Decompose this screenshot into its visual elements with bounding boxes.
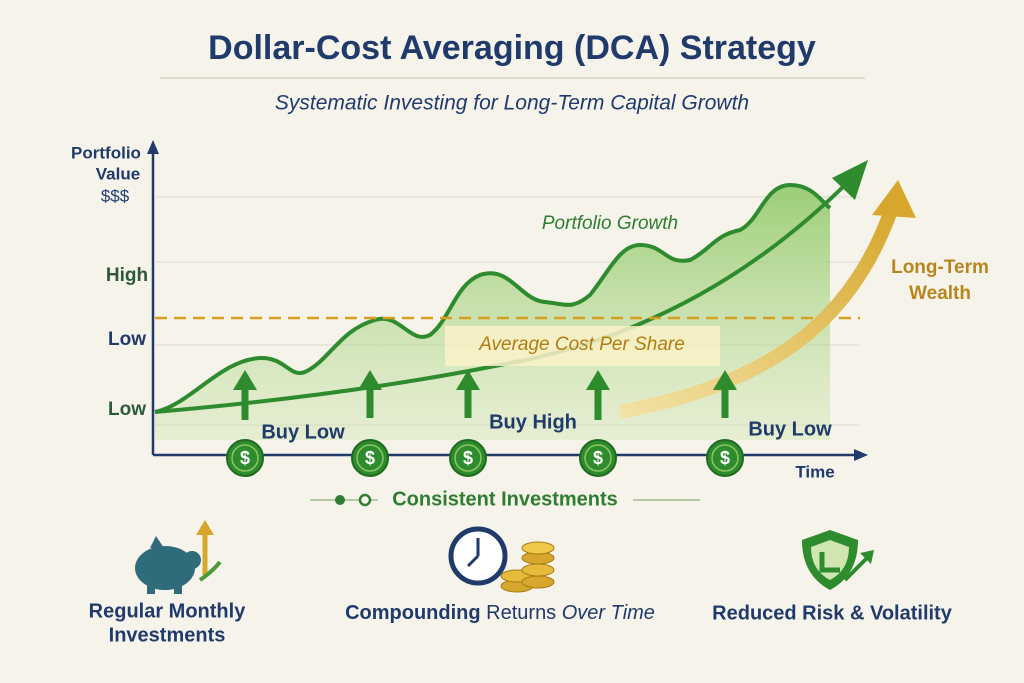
y-axis-label: Portfolio bbox=[71, 143, 141, 162]
benefit-label: Regular Monthly bbox=[89, 600, 247, 622]
wealth-arrowhead bbox=[872, 180, 916, 218]
wealth-label: Wealth bbox=[909, 283, 971, 304]
piggy-body bbox=[135, 546, 195, 590]
annotation: Buy Low bbox=[261, 421, 345, 443]
cost-label-box bbox=[445, 326, 720, 366]
coin-symbol: $ bbox=[463, 448, 473, 468]
piggy-leaf bbox=[198, 560, 222, 582]
wealth-arrow bbox=[618, 202, 900, 419]
benefit-label: Reduced Risk & Volatility bbox=[712, 602, 953, 624]
benefit-label-part: Compounding bbox=[345, 602, 481, 624]
shield-arrow bbox=[843, 555, 870, 582]
benefit-label-part: Returns bbox=[486, 602, 556, 624]
coin-symbol: $ bbox=[365, 448, 375, 468]
annotation: Buy Low bbox=[748, 418, 832, 440]
buy-arrowhead bbox=[586, 370, 610, 390]
clock-hand bbox=[466, 554, 480, 568]
subtitle: Systematic Investing for Long-Term Capit… bbox=[275, 92, 749, 115]
shield-icon bbox=[802, 530, 874, 590]
piggy-icon bbox=[135, 520, 222, 594]
coin-inner bbox=[454, 444, 482, 472]
benefit-label-part: Over Time bbox=[562, 602, 655, 624]
line-label: Portfolio Growth bbox=[542, 213, 678, 234]
piggy-arrowhead bbox=[196, 520, 214, 535]
benefit-label: Compounding Returns Over Time bbox=[345, 602, 655, 624]
buy-arrowhead bbox=[456, 370, 480, 390]
growth-area bbox=[155, 185, 830, 440]
piggy-ear bbox=[150, 536, 164, 548]
coin-inner bbox=[711, 444, 739, 472]
y-axis-arrow bbox=[147, 140, 159, 154]
coin-inner bbox=[584, 444, 612, 472]
coin-inner bbox=[231, 444, 259, 472]
piggy-snout bbox=[183, 551, 201, 569]
trend-arrowhead bbox=[832, 160, 868, 200]
wealth-label: Long-Term bbox=[891, 257, 989, 278]
y-label: Low bbox=[108, 399, 146, 420]
clock-icon bbox=[448, 526, 555, 593]
footer-label: Consistent Investments bbox=[392, 488, 618, 510]
coin-symbol: $ bbox=[720, 448, 730, 468]
coin-symbol: $ bbox=[240, 448, 250, 468]
shield-arrowhead bbox=[860, 550, 874, 564]
footer-dot bbox=[358, 493, 372, 507]
investments: $ $ $ $ $ bbox=[226, 370, 744, 477]
coin-stack bbox=[521, 563, 555, 577]
buy-arrowhead bbox=[358, 370, 382, 390]
buy-arrowhead bbox=[713, 370, 737, 390]
x-axis-label: Time bbox=[795, 462, 834, 481]
piggy-leg bbox=[147, 582, 155, 594]
piggy-leg bbox=[174, 582, 182, 594]
y-label: Low bbox=[108, 329, 146, 350]
shield-mark bbox=[819, 552, 840, 573]
growth-line bbox=[154, 182, 832, 414]
footer-label-bg bbox=[378, 486, 633, 514]
coin-inner bbox=[356, 444, 384, 472]
annotation: Buy High bbox=[489, 411, 577, 433]
cost-label: Average Cost Per Share bbox=[478, 334, 685, 355]
title: Dollar-Cost Averaging (DCA) Strategy bbox=[208, 29, 816, 67]
x-axis-arrow bbox=[854, 449, 868, 461]
y-axis-label: $$$ bbox=[101, 186, 130, 205]
y-label: High bbox=[106, 265, 148, 286]
footer-dot bbox=[335, 495, 345, 505]
buy-arrowhead bbox=[233, 370, 257, 390]
coin-symbol: $ bbox=[593, 448, 603, 468]
coin-stack bbox=[521, 575, 555, 589]
benefit-label: Investments bbox=[109, 624, 226, 646]
y-axis-label: Value bbox=[96, 164, 140, 183]
coin-stack bbox=[521, 541, 555, 555]
